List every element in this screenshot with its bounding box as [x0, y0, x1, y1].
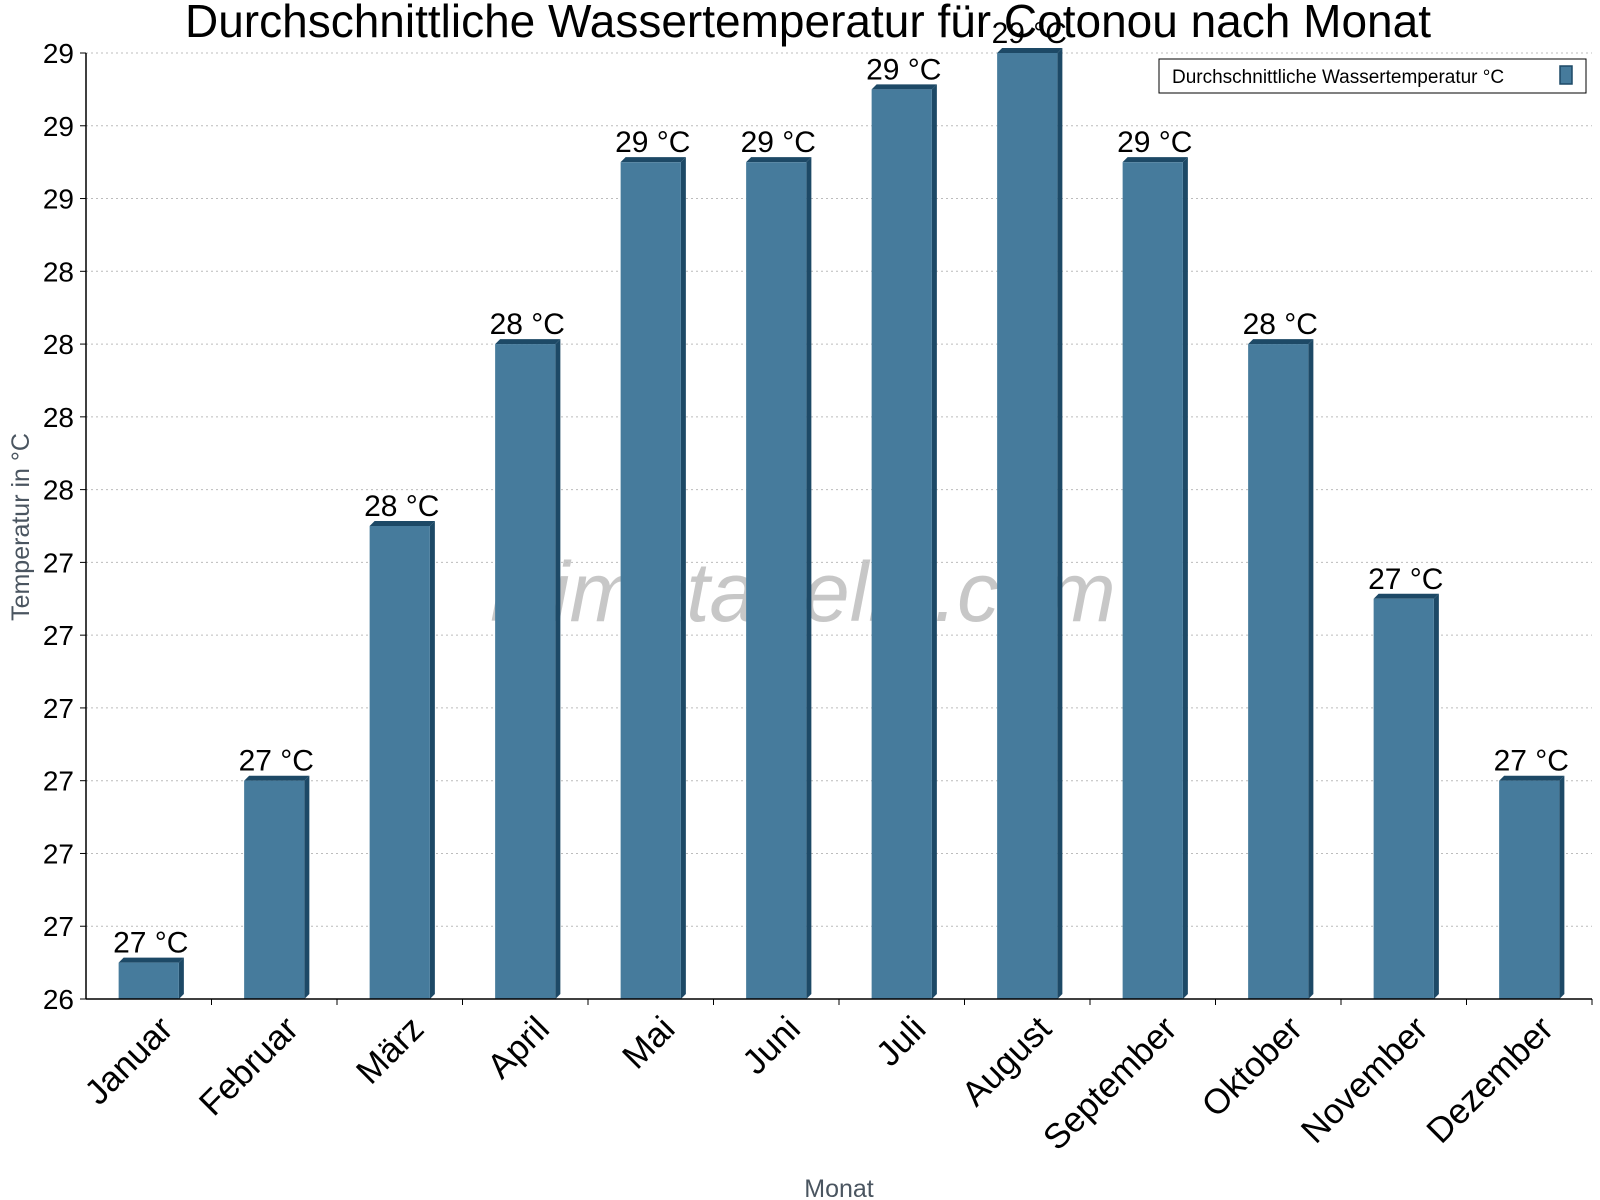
bar-side — [1433, 593, 1439, 999]
data-label: 27 °C — [1494, 745, 1569, 778]
x-tick-label: Mai — [615, 1009, 682, 1076]
bar-front — [244, 780, 305, 999]
gridlines — [86, 52, 1592, 927]
y-tick-label: 27 — [43, 547, 74, 578]
bar — [495, 339, 561, 1000]
bar — [871, 84, 937, 999]
bar-side — [1559, 775, 1565, 999]
y-tick-label: 29 — [43, 111, 74, 142]
data-label: 28 °C — [490, 308, 565, 341]
data-label: 29 °C — [615, 126, 690, 159]
y-tick-label: 28 — [43, 256, 74, 287]
bar-side — [1308, 339, 1314, 1000]
x-axis-label: Monat — [804, 1175, 874, 1200]
data-label: 29 °C — [992, 17, 1067, 50]
y-tick-label: 27 — [43, 911, 74, 942]
bar-front — [369, 526, 430, 999]
data-label: 27 °C — [113, 927, 188, 960]
bar — [1122, 157, 1188, 1000]
y-axis-label: Temperatur in °C — [7, 433, 35, 621]
bar-top — [369, 521, 435, 526]
bar — [1373, 593, 1439, 999]
y-tick-label: 28 — [43, 402, 74, 433]
y-tick-label: 28 — [43, 329, 74, 360]
bar-side — [1182, 157, 1188, 1000]
bar-top — [620, 157, 686, 163]
x-tick-label: November — [1294, 1009, 1436, 1151]
bar-side — [304, 775, 310, 999]
data-label: 28 °C — [1243, 308, 1318, 341]
data-label: 27 °C — [1368, 563, 1443, 596]
bar-top — [1499, 775, 1565, 781]
bar-top — [118, 957, 184, 963]
bar-side — [178, 957, 184, 999]
legend-swatch — [1559, 65, 1573, 85]
legend-entry-label: Durchschnittliche Wassertemperatur °C — [1172, 67, 1504, 88]
bar-top — [1122, 157, 1188, 163]
data-label: 29 °C — [741, 126, 816, 159]
bar-front — [495, 344, 556, 1000]
bar-front — [1122, 162, 1183, 1000]
y-tick-label: 27 — [43, 620, 74, 651]
y-tick-label: 27 — [43, 693, 74, 724]
bar-top — [1373, 593, 1439, 599]
x-tick-label: Februar — [192, 1009, 306, 1123]
bar — [746, 157, 812, 1000]
x-tick-label: Januar — [77, 1009, 180, 1112]
bar-side — [931, 84, 937, 999]
x-tick-label: Dezember — [1419, 1009, 1561, 1151]
bars — [118, 48, 1565, 1000]
x-ticks: Januar Februar März April Mai Juni Juli AugustS… — [77, 999, 1593, 1158]
bar-front — [1373, 598, 1434, 999]
x-tick-label: April — [480, 1009, 557, 1086]
bar-top — [746, 157, 812, 163]
data-label: 27 °C — [239, 745, 314, 778]
bar-front — [1248, 344, 1309, 1000]
bar — [1248, 339, 1314, 1000]
y-tick-label: 26 — [43, 984, 74, 1015]
y-ticks: 26 27 27 27 27 27 27 28 28 28 28 29 29 29 — [43, 38, 86, 1015]
y-tick-label: 29 — [43, 184, 74, 215]
legend-box — [1158, 58, 1587, 94]
bar-side — [1057, 48, 1063, 999]
bar-top — [997, 48, 1063, 53]
bar-side — [555, 339, 561, 1000]
legend: Durchschnittliche Wassertemperatur °C — [1158, 58, 1587, 94]
bar-side — [429, 521, 435, 999]
data-labels: 27 °C 27 °C 28 °C 28 °C 29 °C 29 °C 29 °C 29 °C… — [113, 17, 1569, 960]
x-tick-label: September — [1036, 1009, 1185, 1158]
y-tick-label: 27 — [43, 766, 74, 797]
bar — [997, 48, 1063, 999]
bar — [118, 957, 184, 999]
x-tick-label: März — [349, 1009, 432, 1092]
bar-front — [118, 962, 179, 999]
bar — [1499, 775, 1565, 999]
bar-front — [620, 162, 681, 1000]
y-tick-label: 27 — [43, 838, 74, 869]
bar-top — [244, 775, 310, 781]
bar — [369, 521, 435, 999]
bar-side — [806, 157, 812, 1000]
data-label: 28 °C — [364, 490, 439, 523]
bar-front — [1499, 780, 1560, 999]
bar-top — [871, 84, 937, 90]
y-tick-label: 29 — [43, 38, 74, 69]
bar-top — [495, 339, 561, 345]
y-tick-label: 28 — [43, 475, 74, 506]
bar-front — [746, 162, 807, 1000]
bar-side — [680, 157, 686, 1000]
data-label: 29 °C — [1117, 126, 1192, 159]
data-label: 29 °C — [866, 53, 941, 86]
bar-top — [1248, 339, 1314, 345]
x-tick-label: Oktober — [1194, 1009, 1310, 1125]
x-tick-label: Juni — [735, 1009, 808, 1082]
bar — [244, 775, 310, 999]
x-tick-label: Juli — [869, 1009, 934, 1074]
bar-front — [871, 89, 932, 999]
x-tick-label: August — [954, 1009, 1059, 1114]
chart-title: Durchschnittliche Wassertemperatur für C… — [185, 0, 1431, 47]
bar — [620, 157, 686, 1000]
bar-front — [997, 53, 1058, 999]
